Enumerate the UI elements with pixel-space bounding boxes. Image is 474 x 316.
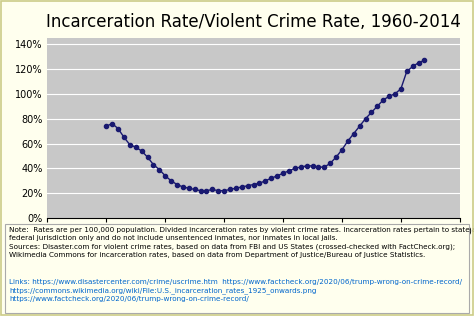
Text: Links: https://www.disastercenter.com/crime/uscrime.htm  https://www.factcheck.o: Links: https://www.disastercenter.com/cr… [9, 279, 463, 302]
Text: Note:  Rates are per 100,000 population. Divided incarceration rates by violent : Note: Rates are per 100,000 population. … [9, 227, 474, 258]
FancyBboxPatch shape [5, 224, 469, 313]
Title: Incarceration Rate/Violent Crime Rate, 1960-2014: Incarceration Rate/Violent Crime Rate, 1… [46, 13, 461, 31]
